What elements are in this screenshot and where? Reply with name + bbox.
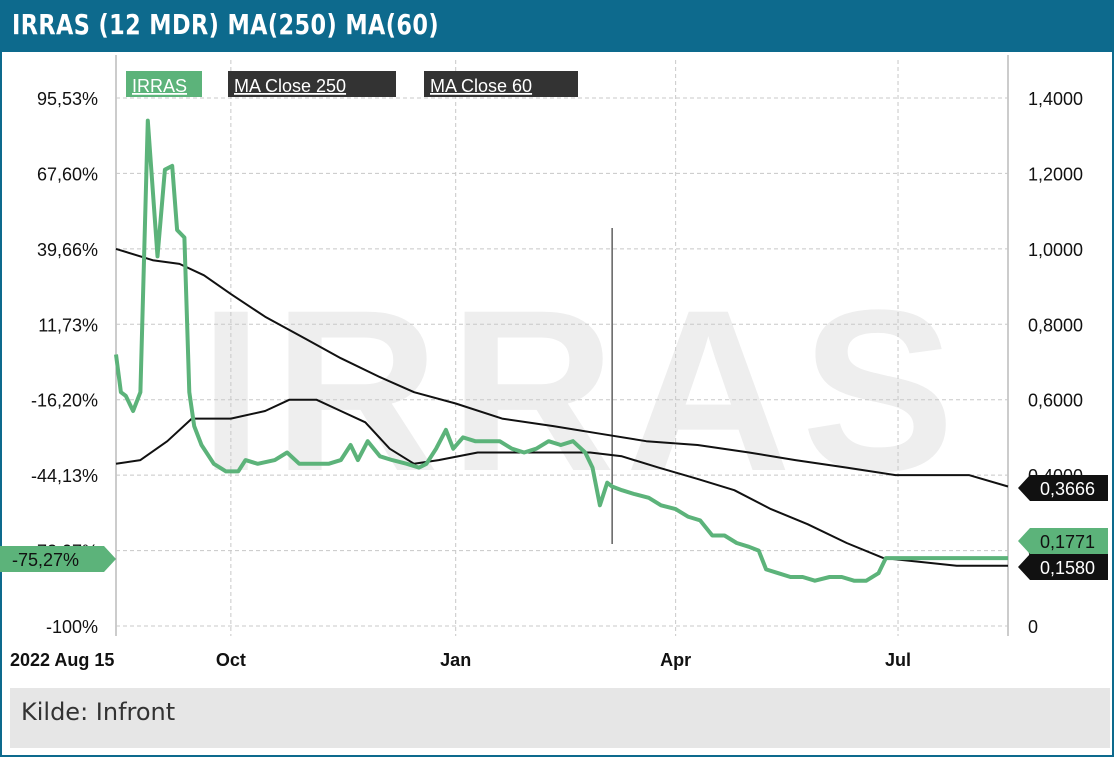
series-ma60-line <box>115 398 1008 567</box>
series-ma250-line <box>115 247 1009 488</box>
left-tick-label: 39,66% <box>37 240 98 260</box>
right-tick-label: 1,2000 <box>1028 164 1083 184</box>
right-badge-label: 0,1771 <box>1040 532 1095 552</box>
x-tick-label: Jan <box>440 650 471 670</box>
left-tick-label: -100% <box>46 617 98 637</box>
source-label: Kilde: Infront <box>21 698 176 726</box>
legend-item: MA Close 60 <box>424 71 578 97</box>
x-tick-label: Apr <box>660 650 691 670</box>
left-value-badge: -75,27% <box>0 546 116 572</box>
legend-item: MA Close 250 <box>228 71 396 97</box>
right-tick-label: 1,4000 <box>1028 89 1083 109</box>
left-tick-label: -16,20% <box>31 391 98 411</box>
series-irras-line <box>114 118 1008 583</box>
right-tick-label: 0 <box>1028 617 1038 637</box>
right-badge-shape <box>1018 528 1108 554</box>
legend-swatch <box>424 71 578 97</box>
left-tick-label: 11,73% <box>38 315 98 335</box>
legend-label: MA Close 250 <box>234 76 346 96</box>
legend-item: IRRAS <box>126 71 202 97</box>
right-value-badge: 0,1580 <box>1018 554 1108 580</box>
legend-swatch <box>126 71 202 97</box>
chart-title: IRRAS (12 MDR) MA(250) MA(60) <box>12 8 440 41</box>
x-tick-label: 2022 Aug 15 <box>10 650 114 670</box>
left-tick-label: -44,13% <box>31 466 98 486</box>
title-bar: IRRAS (12 MDR) MA(250) MA(60) <box>2 2 1112 52</box>
right-tick-label: 0,8000 <box>1028 315 1083 335</box>
legend-label: MA Close 60 <box>430 76 532 96</box>
right-tick-label: 0,6000 <box>1028 391 1083 411</box>
x-tick-label: Jul <box>885 650 911 670</box>
right-badge-label: 0,3666 <box>1040 479 1095 499</box>
left-badge-shape <box>0 546 116 572</box>
watermark: IRRAS <box>199 262 965 519</box>
right-value-badge: 0,1771 <box>1018 528 1108 554</box>
left-tick-label: 95,53% <box>37 89 98 109</box>
source-footer: Kilde: Infront <box>10 688 1110 748</box>
left-badge-label: -75,27% <box>12 550 79 570</box>
right-badge-label: 0,1580 <box>1040 558 1095 578</box>
right-badge-shape <box>1018 475 1108 501</box>
right-value-badge: 0,3666 <box>1018 475 1108 501</box>
x-tick-label: Oct <box>216 650 246 670</box>
legend-label: IRRAS <box>132 76 187 96</box>
left-tick-label: 67,60% <box>37 164 98 184</box>
right-tick-label: 1,0000 <box>1028 240 1083 260</box>
right-badge-shape <box>1018 554 1108 580</box>
legend-swatch <box>228 71 396 97</box>
